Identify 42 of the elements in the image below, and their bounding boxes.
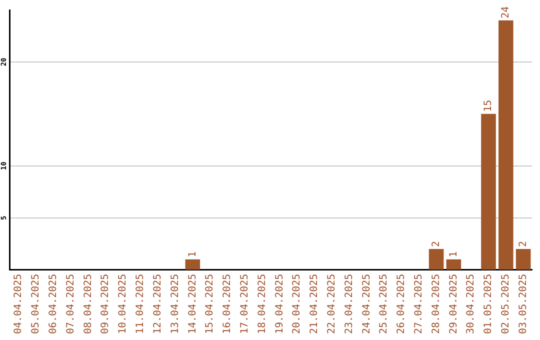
x-tick-label: 13.04.2025 xyxy=(170,274,181,334)
data-label: 2 xyxy=(430,240,442,248)
bar xyxy=(516,249,531,270)
x-tick-label: 09.04.2025 xyxy=(100,274,112,334)
x-tick-label: 19.04.2025 xyxy=(274,274,286,334)
data-label: 24 xyxy=(500,6,512,18)
data-label: 1 xyxy=(448,251,460,258)
bar xyxy=(428,249,444,270)
x-tick-label: 06.04.2025 xyxy=(48,274,60,334)
x-tick-label: 01.05.2025 xyxy=(483,274,494,334)
x-tick-label: 10.04.2025 xyxy=(118,274,129,334)
x-tick-label: 27.04.2025 xyxy=(413,274,424,334)
x-tick-label: 17.04.2025 xyxy=(239,274,250,334)
bar xyxy=(481,114,496,270)
data-label: 15 xyxy=(483,100,494,112)
data-label: 2 xyxy=(518,240,529,248)
x-tick-label: 16.04.2025 xyxy=(222,274,234,334)
x-tick-label: 03.05.2025 xyxy=(518,274,529,334)
bar xyxy=(446,259,462,270)
x-tick-label: 21.04.2025 xyxy=(309,274,320,334)
x-tick-label: 14.04.2025 xyxy=(187,274,198,334)
x-tick-label: 25.04.2025 xyxy=(378,274,390,334)
x-tick-label: 23.04.2025 xyxy=(344,274,355,334)
bar xyxy=(498,20,514,270)
x-tick-label: 24.04.2025 xyxy=(361,274,372,334)
x-tick-label: 04.04.2025 xyxy=(13,274,24,334)
x-tick-label: 02.05.2025 xyxy=(500,274,512,334)
x-tick-label: 07.04.2025 xyxy=(65,274,76,334)
x-tick-label: 12.04.2025 xyxy=(152,274,164,334)
x-tick-label: 20.04.2025 xyxy=(292,274,303,334)
x-tick-label: 30.04.2025 xyxy=(466,274,477,334)
x-tick-label: 15.04.2025 xyxy=(204,274,216,334)
x-tick-label: 11.04.2025 xyxy=(135,274,146,334)
x-tick-label: 05.04.2025 xyxy=(30,274,42,334)
x-tick-label: 08.04.2025 xyxy=(82,274,94,334)
x-tick-label: 22.04.2025 xyxy=(326,274,338,334)
data-label: 1 xyxy=(187,251,198,258)
x-tick-label: 18.04.2025 xyxy=(256,274,268,334)
x-tick-label: 29.04.2025 xyxy=(448,274,460,334)
x-tick-label: 26.04.2025 xyxy=(396,274,408,334)
bar xyxy=(185,259,200,270)
x-tick-label: 28.04.2025 xyxy=(430,274,442,334)
